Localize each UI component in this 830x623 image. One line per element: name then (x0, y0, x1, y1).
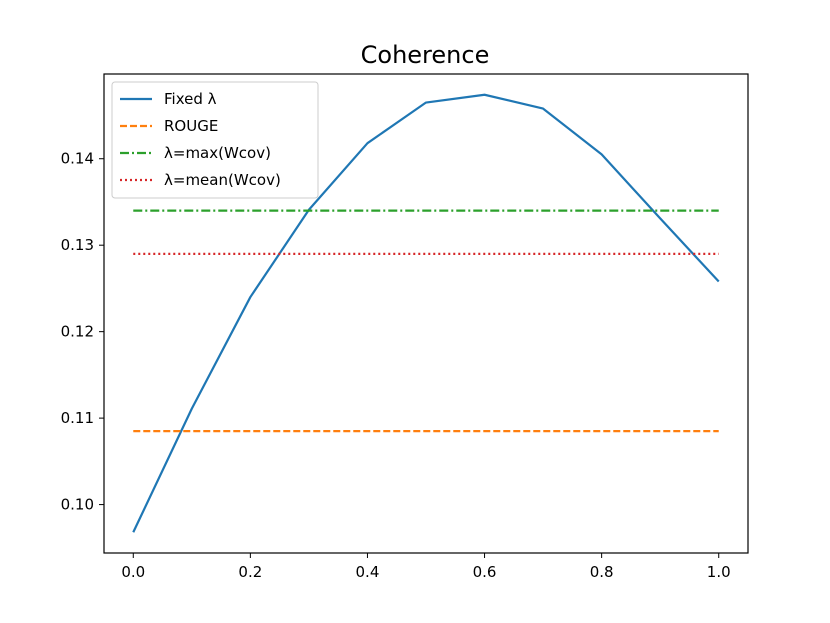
legend-box (111, 81, 319, 199)
legend-label-1: ROUGE (164, 117, 218, 135)
x-tick-label: 0.4 (356, 563, 380, 581)
y-tick-label: 0.12 (61, 323, 94, 341)
x-tick-label: 0.2 (238, 563, 262, 581)
x-axis: 0.0 0.2 0.4 0.6 0.8 1.0 (121, 553, 731, 581)
legend-label-0: Fixed λ (164, 90, 217, 108)
x-tick-label: 0.0 (121, 563, 145, 581)
series-layer (132, 93, 720, 533)
x-tick-label: 0.6 (473, 563, 497, 581)
series-line-0 (132, 93, 720, 533)
legend: Fixed λ ROUGE λ=max(Wcov) λ=mean(Wcov) (111, 81, 319, 199)
y-tick-label: 0.14 (61, 150, 94, 168)
legend-label-2: λ=max(Wcov) (164, 144, 271, 162)
y-axis: 0.10 0.11 0.12 0.13 0.14 (61, 150, 104, 514)
chart-title: Coherence (361, 41, 490, 69)
x-tick-label: 1.0 (707, 563, 731, 581)
legend-label-3: λ=mean(Wcov) (164, 171, 281, 189)
plot-frame (103, 73, 749, 554)
y-tick-label: 0.13 (61, 236, 94, 254)
x-tick-label: 0.8 (590, 563, 614, 581)
y-tick-label: 0.11 (61, 409, 94, 427)
y-tick-label: 0.10 (61, 496, 94, 514)
